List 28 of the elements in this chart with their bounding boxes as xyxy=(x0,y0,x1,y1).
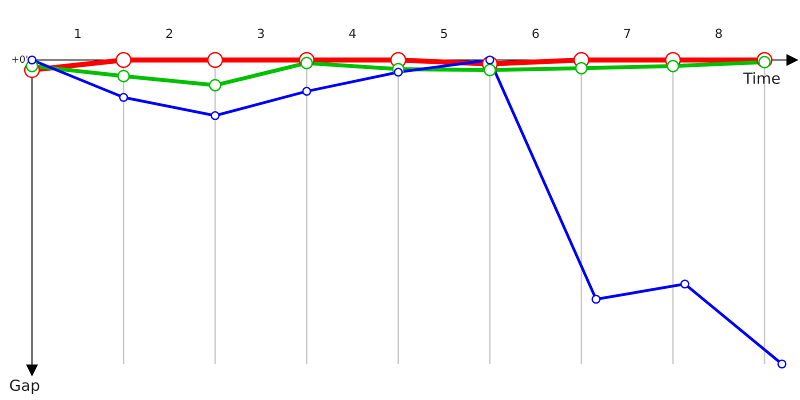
x-tick-label: 7 xyxy=(624,28,630,38)
text: +0' xyxy=(12,55,28,63)
point xyxy=(302,86,312,96)
x-tick-label: 5 xyxy=(441,28,447,38)
point xyxy=(207,52,224,68)
point xyxy=(117,70,130,82)
point xyxy=(666,60,680,72)
point xyxy=(680,280,690,289)
x-tick-label: 2 xyxy=(166,28,172,38)
x-tick-label: 3 xyxy=(258,28,264,38)
point xyxy=(758,56,771,68)
x-tick-label: 4 xyxy=(349,28,356,38)
point xyxy=(116,52,132,68)
x-tick-label: 1 xyxy=(75,28,81,38)
point xyxy=(119,92,128,102)
point xyxy=(777,359,786,369)
y-axis-title: Gap xyxy=(10,379,40,394)
point xyxy=(484,64,496,76)
point xyxy=(300,56,313,70)
point xyxy=(575,62,588,74)
point xyxy=(592,294,601,304)
point xyxy=(210,111,220,120)
x-tick-label: 8 xyxy=(716,28,722,38)
x-tick-label: 6 xyxy=(532,28,539,38)
point xyxy=(27,55,37,65)
point xyxy=(394,68,403,77)
point xyxy=(208,78,222,92)
x-axis-title: Time xyxy=(743,72,780,84)
